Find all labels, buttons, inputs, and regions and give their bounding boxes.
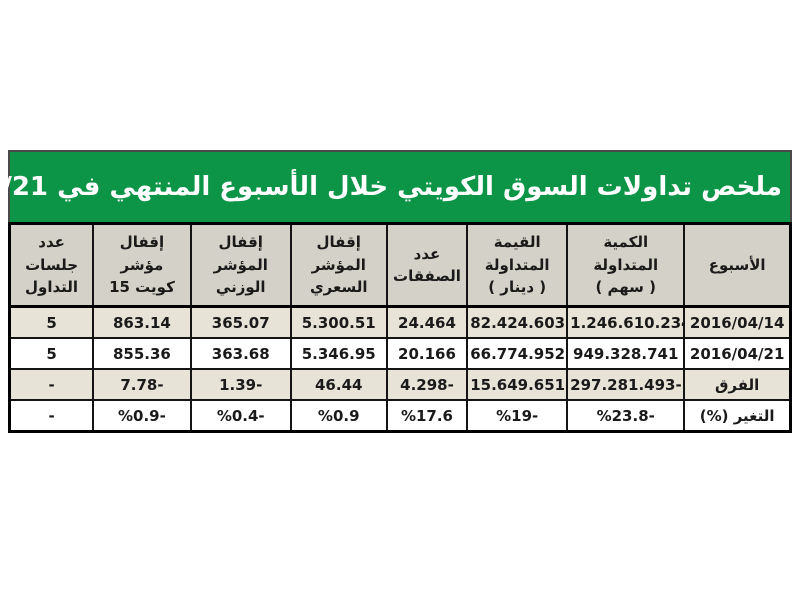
cell-price-index: 46.44	[289, 368, 388, 401]
cell-quantity: 949.328.741	[566, 337, 686, 370]
col-header-trades-count: عدد الصفقات	[385, 222, 469, 308]
cell-value: %19-	[466, 399, 569, 433]
col-header-value-traded: القيمة المتداولة ( دينار )	[466, 222, 569, 308]
cell-row-label-difference: الفرق	[683, 368, 792, 401]
cell-kuwait15: 863.14	[92, 305, 192, 339]
cell-week: 2016/04/21	[683, 337, 792, 370]
cell-kuwait15: 855.36	[92, 337, 192, 370]
cell-weighted-index: 1.39-	[189, 368, 292, 401]
cell-sessions: 5	[8, 337, 95, 370]
cell-value: 15.649.651-	[466, 368, 569, 401]
cell-sessions: -	[8, 368, 95, 401]
cell-weighted-index: 365.07	[189, 305, 292, 339]
col-header-kuwait15-index-close: إقفال مؤشر كويت 15	[92, 222, 192, 308]
cell-value: 66.774.952	[466, 337, 569, 370]
cell-trades: %17.6	[385, 399, 469, 433]
col-header-quantity-traded: الكمية المتداولة ( سهم )	[566, 222, 686, 308]
cell-sessions: -	[8, 399, 95, 433]
row-week-2016-04-21: 2016/04/21 949.328.741 66.774.952 20.166…	[8, 337, 792, 370]
cell-price-index: 5.346.95	[289, 337, 388, 370]
cell-kuwait15: %0.9-	[92, 399, 192, 433]
cell-week: 2016/04/14	[683, 305, 792, 339]
table-title: ملخص تداولات السوق الكويتي خلال الأسبوع …	[0, 172, 782, 202]
market-summary-table-wrap: ملخص تداولات السوق الكويتي خلال الأسبوع …	[0, 150, 792, 433]
col-header-trading-sessions: عدد جلسات التداول	[8, 222, 95, 308]
cell-quantity: 1.246.610.234	[566, 305, 686, 339]
cell-price-index: %0.9	[289, 399, 388, 433]
row-week-2016-04-14: 2016/04/14 1.246.610.234 82.424.603 24.4…	[8, 305, 792, 339]
cell-row-label-change-percent: التغير (%)	[683, 399, 792, 433]
market-summary-table: الأسبوع الكمية المتداولة ( سهم ) القيمة …	[8, 222, 792, 433]
cell-quantity: %23.8-	[566, 399, 686, 433]
cell-quantity: 297.281.493-	[566, 368, 686, 401]
cell-weighted-index: %0.4-	[189, 399, 292, 433]
header-row: الأسبوع الكمية المتداولة ( سهم ) القيمة …	[8, 222, 792, 308]
col-header-week-line1: الأسبوع	[708, 255, 766, 274]
table-title-bar: ملخص تداولات السوق الكويتي خلال الأسبوع …	[0, 150, 792, 222]
cell-trades: 4.298-	[385, 368, 469, 401]
cell-price-index: 5.300.51	[289, 305, 388, 339]
col-header-weighted-index-close: إقفال المؤشر الوزني	[189, 222, 292, 308]
cell-trades: 20.166	[385, 337, 469, 370]
cell-trades: 24.464	[385, 305, 469, 339]
cell-kuwait15: 7.78-	[92, 368, 192, 401]
col-header-week: الأسبوع	[683, 222, 792, 308]
cell-weighted-index: 363.68	[189, 337, 292, 370]
cell-sessions: 5	[8, 305, 95, 339]
col-header-price-index-close: إقفال المؤشر السعري	[289, 222, 388, 308]
row-change-percent: التغير (%) %23.8- %19- %17.6 %0.9 %0.4- …	[8, 399, 792, 433]
cell-value: 82.424.603	[466, 305, 569, 339]
row-difference: الفرق 297.281.493- 15.649.651- 4.298- 46…	[8, 368, 792, 401]
